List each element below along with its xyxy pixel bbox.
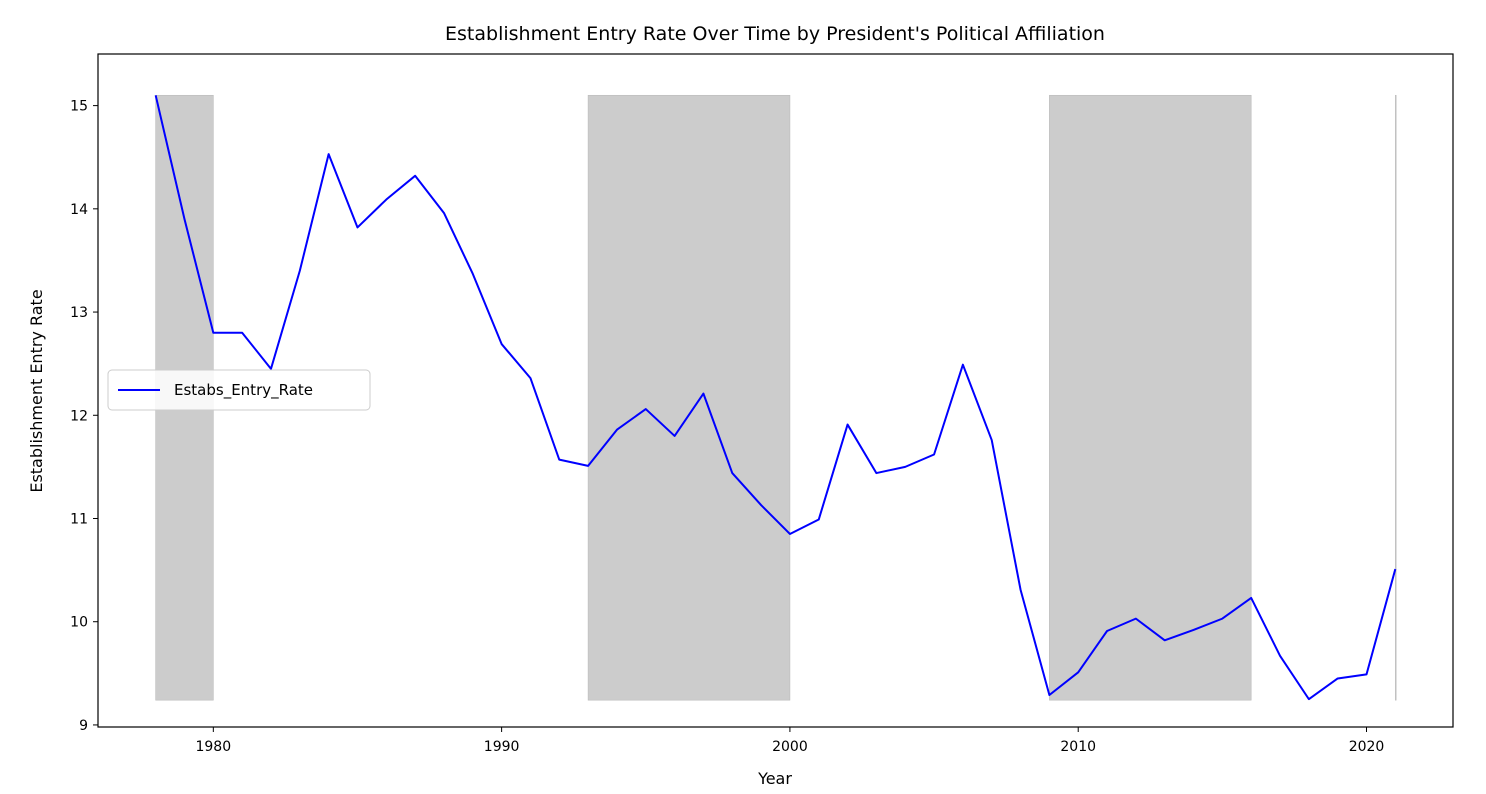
x-tick-label: 1990 [484, 739, 520, 755]
x-tick-label: 1980 [195, 739, 231, 755]
x-tick-label: 2000 [772, 739, 808, 755]
chart-title: Establishment Entry Rate Over Time by Pr… [445, 23, 1105, 45]
x-axis-ticks: 1980 1990 2000 2010 2020 [195, 727, 1384, 755]
series-line-0 [154, 95, 1397, 701]
y-tick-label: 9 [79, 718, 88, 734]
y-tick-label: 12 [70, 408, 88, 424]
y-tick-label: 15 [70, 99, 88, 115]
shaded-span-1 [587, 94, 791, 701]
y-tick-label: 13 [70, 305, 88, 321]
y-axis-ticks: 9 10 11 12 13 14 15 [70, 99, 98, 734]
shaded-spans [155, 94, 1397, 701]
y-tick-label: 14 [70, 202, 88, 218]
y-tick-label: 11 [70, 511, 88, 527]
legend-box [107, 369, 371, 411]
shaded-span-3 [1395, 94, 1397, 701]
legend-label: Estabs_Entry_Rate [174, 381, 313, 400]
y-tick-label: 10 [70, 615, 88, 631]
shaded-span-2 [1049, 94, 1252, 701]
x-tick-label: 2020 [1349, 739, 1385, 755]
x-axis-label: Year [757, 769, 792, 788]
plot-frame [97, 53, 1454, 728]
y-axis-label: Establishment Entry Rate [27, 289, 46, 492]
x-tick-label: 2010 [1060, 739, 1096, 755]
legend: Estabs_Entry_Rate [107, 369, 371, 411]
series-lines [154, 95, 1397, 701]
